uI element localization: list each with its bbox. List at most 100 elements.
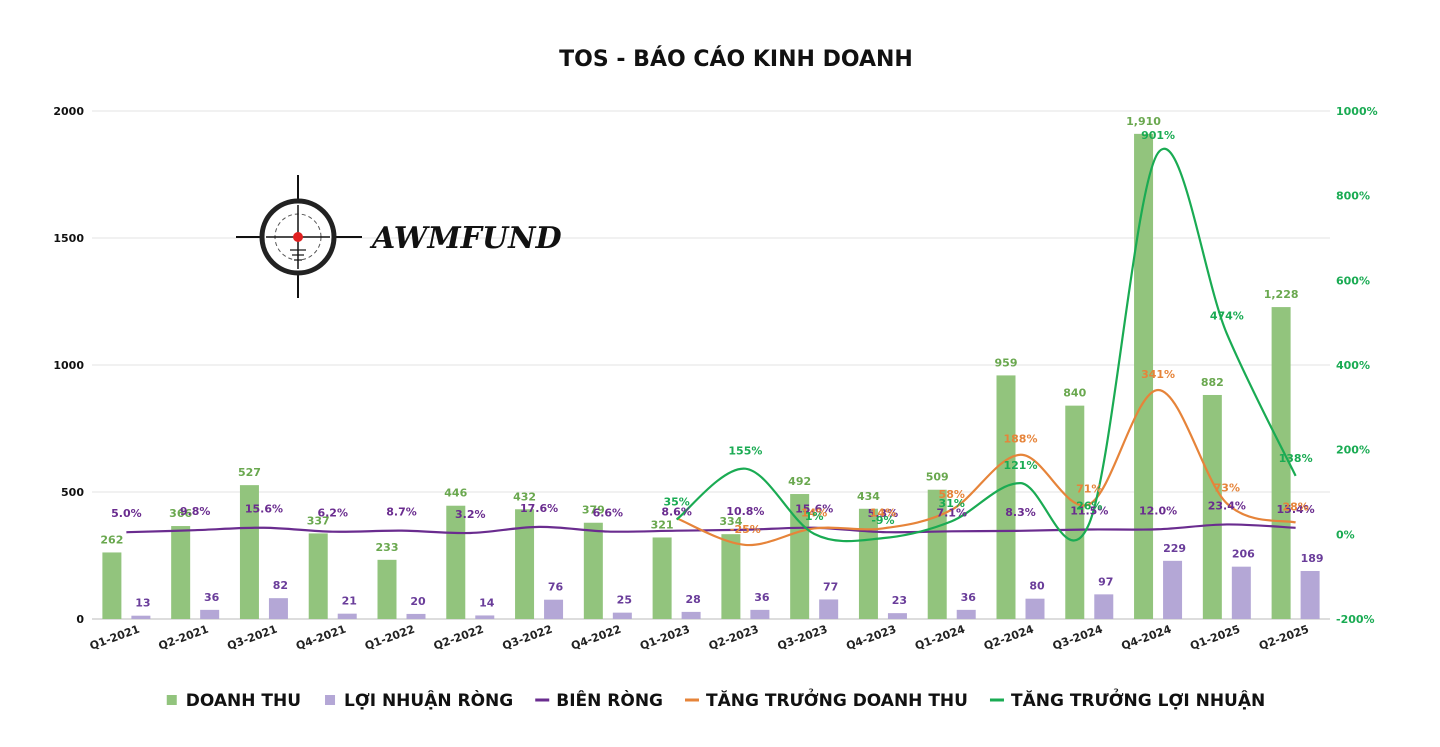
margin-label: 8.6% xyxy=(661,506,692,519)
revenue-growth-label: 71% xyxy=(1076,482,1102,495)
profit-growth-label: 138% xyxy=(1279,452,1313,465)
profit-growth-label: 901% xyxy=(1141,129,1175,142)
legend-label: BIÊN RÒNG xyxy=(556,689,663,711)
legend-label: TĂNG TRƯỞNG LỢI NHUẬN xyxy=(1011,687,1265,711)
profit-label: 28 xyxy=(685,593,700,606)
legend-item-tang-truong-doanh-thu: TĂNG TRƯỞNG DOANH THU xyxy=(685,687,968,711)
left-tick-label: 1000 xyxy=(53,359,84,372)
profit-bar xyxy=(681,611,701,619)
profit-bar xyxy=(612,612,632,619)
x-tick-label: Q1-2022 xyxy=(363,623,416,653)
revenue-label: 959 xyxy=(995,356,1018,369)
profit-label: 76 xyxy=(548,581,564,594)
revenue-label: 446 xyxy=(444,487,467,500)
x-tick-label: Q1-2021 xyxy=(88,623,141,653)
margin-line xyxy=(126,523,1296,535)
revenue-growth-label: -25% xyxy=(730,523,761,536)
x-tick-label: Q3-2021 xyxy=(225,623,278,653)
legend-item-doanh-thu: DOANH THU xyxy=(166,691,301,711)
margin-label: 8.3% xyxy=(1005,506,1036,519)
profit-growth-label: 1% xyxy=(805,510,824,523)
x-tick-label: Q1-2024 xyxy=(913,622,967,652)
revenue-bar xyxy=(171,526,191,619)
left-tick-label: 500 xyxy=(61,486,84,499)
profit-label: 25 xyxy=(617,594,632,607)
profit-bar xyxy=(200,609,220,619)
revenue-label: 492 xyxy=(788,475,811,488)
margin-label: 8.7% xyxy=(386,506,417,519)
x-tick-label: Q2-2025 xyxy=(1257,623,1310,653)
profit-bar xyxy=(1025,598,1045,619)
profit-bar xyxy=(819,599,839,619)
profit-bar xyxy=(268,598,288,619)
legend-item-bien-rong: BIÊN RÒNG xyxy=(535,689,663,711)
profit-label: 23 xyxy=(892,594,907,607)
revenue-bar xyxy=(790,494,810,619)
profit-bar xyxy=(544,599,564,619)
revenue-label: 334 xyxy=(719,515,742,528)
legend-swatch xyxy=(325,695,336,705)
margin-label: 23.4% xyxy=(1208,499,1246,512)
profit-label: 20 xyxy=(410,595,426,608)
margin-label: 11.5% xyxy=(1070,504,1108,517)
revenue-bar xyxy=(996,375,1016,619)
revenue-bar xyxy=(927,489,947,619)
revenue-label: 366 xyxy=(169,507,192,520)
profit-label: 82 xyxy=(273,579,288,592)
legend-label: DOANH THU xyxy=(186,691,301,711)
revenue-growth-label: 341% xyxy=(1141,368,1175,381)
revenue-bar xyxy=(308,533,328,619)
revenue-growth-line xyxy=(676,388,1296,547)
profit-label: 189 xyxy=(1301,552,1324,565)
data-labels: 262 366 527 337 233 446 432 379 321 334 492 434 509 9… xyxy=(100,115,1323,610)
x-tick-label: Q4-2021 xyxy=(294,623,347,653)
profit-growth-label: 155% xyxy=(728,445,762,458)
x-tick-label: Q4-2022 xyxy=(569,623,622,653)
profit-bar xyxy=(887,613,907,619)
margin-label: 3.2% xyxy=(455,508,486,521)
profit-growth-label: 31% xyxy=(939,497,965,510)
margin-label: 5.0% xyxy=(111,507,142,520)
revenue-bar xyxy=(721,534,741,619)
margin-label: 15.4% xyxy=(1277,503,1315,516)
profit-label: 36 xyxy=(961,591,977,604)
profit-bar xyxy=(1231,566,1251,619)
x-tick-label: Q2-2024 xyxy=(982,622,1036,652)
revenue-bar xyxy=(858,508,878,619)
revenue-bar xyxy=(377,559,397,619)
right-tick-label: -200% xyxy=(1336,613,1375,626)
chart-title: TOS - BÁO CÁO KINH DOANH xyxy=(559,46,913,72)
logo-text: AWMFUND xyxy=(369,221,562,256)
revenue-growth-label: 14% xyxy=(801,506,827,519)
revenue-growth-label: 58% xyxy=(939,488,965,501)
left-tick-label: 2000 xyxy=(53,105,84,118)
bar-series xyxy=(102,133,1320,620)
profit-label: 77 xyxy=(823,580,838,593)
revenue-bar xyxy=(102,552,122,619)
profit-label: 21 xyxy=(342,595,357,608)
profit-bar xyxy=(750,609,770,619)
x-tick-label: Q4-2024 xyxy=(1120,622,1174,652)
left-tick-label: 0 xyxy=(76,613,84,626)
right-tick-label: 400% xyxy=(1336,359,1370,372)
revenue-label: 1,910 xyxy=(1126,115,1161,128)
profit-label: 14 xyxy=(479,596,495,609)
revenue-label: 1,228 xyxy=(1264,288,1299,301)
revenue-label: 337 xyxy=(307,514,330,527)
x-tick-label: Q1-2023 xyxy=(638,623,691,653)
profit-growth-label: 26% xyxy=(1076,499,1102,512)
revenue-growth-label: 73% xyxy=(1214,481,1240,494)
right-tick-label: 600% xyxy=(1336,274,1370,287)
revenue-label: 434 xyxy=(857,490,880,503)
margin-label: 9.8% xyxy=(180,505,211,518)
left-tick-label: 1500 xyxy=(53,232,84,245)
profit-growth-label: -9% xyxy=(871,514,894,527)
revenue-label: 509 xyxy=(926,471,949,484)
x-tick-label: Q1-2025 xyxy=(1188,623,1241,653)
awmfund-logo: AWMFUND xyxy=(236,175,562,298)
x-tick-label: Q3-2023 xyxy=(776,623,829,653)
profit-growth-line xyxy=(675,148,1297,543)
x-tick-label: Q3-2022 xyxy=(501,623,554,653)
right-tick-label: 800% xyxy=(1336,190,1370,203)
